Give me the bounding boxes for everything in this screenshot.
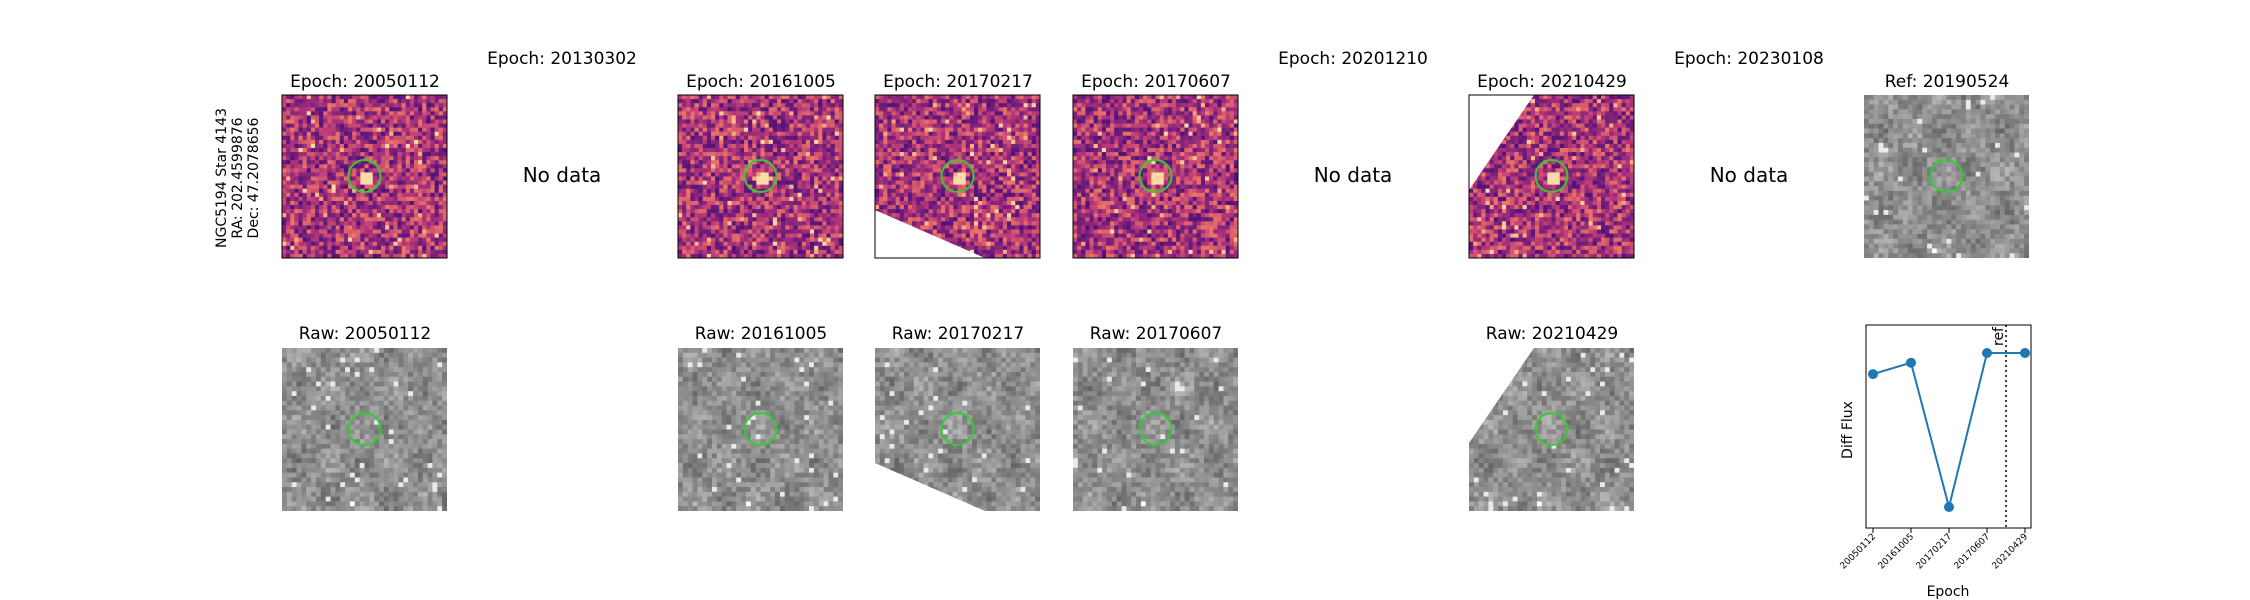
diff-image xyxy=(874,94,1041,259)
panel-title: Ref: 20190524 xyxy=(1885,72,2010,92)
target-name: NGC5194 Star 4143 xyxy=(214,108,230,248)
panel-title: Epoch: 20161005 xyxy=(686,72,836,92)
panel-title: Raw: 20050112 xyxy=(299,324,432,344)
panel-title: Epoch: 20170607 xyxy=(1081,72,1231,92)
target-circle xyxy=(1929,159,1964,193)
x-axis-label: Epoch xyxy=(1927,584,1970,600)
raw-image xyxy=(1073,348,1238,511)
light-curve-chart: 2005011220161005201702172017060720210429… xyxy=(1839,324,2032,600)
x-tick-label: 20050112 xyxy=(1839,532,1878,571)
raw-image xyxy=(1469,348,1634,511)
target-circle xyxy=(940,412,975,446)
x-tick-label: 20161005 xyxy=(1877,532,1916,571)
ref-label: ref xyxy=(1991,326,2007,346)
series-points xyxy=(1868,348,2030,512)
target-circle xyxy=(1534,159,1569,193)
ref-marker: ref xyxy=(1991,325,2007,528)
target-circle xyxy=(1534,412,1569,446)
target-circle xyxy=(940,159,975,193)
target-ra: RA: 202.4599876 xyxy=(230,117,246,238)
x-tick-label: 20170607 xyxy=(1953,532,1992,571)
data-point xyxy=(2020,348,2030,358)
no-data-text: No data xyxy=(1710,163,1789,187)
image-frame xyxy=(1468,94,1635,259)
image-frame xyxy=(1072,94,1239,259)
panel-title: Raw: 20170217 xyxy=(892,324,1025,344)
panel-title: Epoch: 20210429 xyxy=(1477,72,1627,92)
raw-image-row: Raw: 20050112 Raw: 20161005 Raw: 20170217 R… xyxy=(282,324,1634,511)
target-circle xyxy=(347,412,382,446)
panel-title: Epoch: 20170217 xyxy=(883,72,1033,92)
target-circle xyxy=(743,159,778,193)
diff-image xyxy=(1072,94,1239,259)
panel-title: Raw: 20161005 xyxy=(695,324,828,344)
target-dec: Dec: 47.2078656 xyxy=(246,117,262,238)
data-point xyxy=(1982,348,1992,358)
image-frame xyxy=(677,94,844,259)
data-point xyxy=(1868,369,1878,380)
raw-image xyxy=(678,348,843,511)
panel-title: Raw: 20210429 xyxy=(1486,324,1619,344)
diff-image xyxy=(1864,95,2029,258)
diff-image xyxy=(1468,94,1635,259)
data-point xyxy=(1906,357,1916,368)
raw-image xyxy=(282,348,447,511)
series-line xyxy=(1872,352,2025,508)
panel-title: Epoch: 20201210 xyxy=(1278,49,1428,69)
panel-title: Raw: 20170607 xyxy=(1090,324,1223,344)
target-circle xyxy=(743,412,778,446)
x-tick-label: 20210429 xyxy=(1991,532,2031,572)
target-label: NGC5194 Star 4143 RA: 202.4599876 Dec: 4… xyxy=(214,108,262,248)
difference-image-row: Epoch: 20050112 Epoch: 20130302 No data Epo… xyxy=(281,49,2029,259)
no-data-text: No data xyxy=(1314,163,1393,187)
x-tick-label: 20170217 xyxy=(1915,532,1954,571)
panel-title: Epoch: 20230108 xyxy=(1674,49,1824,69)
panel-title: Epoch: 20130302 xyxy=(487,49,637,69)
no-data-text: No data xyxy=(523,163,602,187)
target-circle xyxy=(1138,159,1173,193)
diff-image xyxy=(677,94,844,259)
data-point xyxy=(1944,502,1954,512)
y-axis-label: Diff Flux xyxy=(1840,401,1856,459)
target-circle xyxy=(1138,412,1173,446)
panel-title: Epoch: 20050112 xyxy=(290,72,440,92)
target-circle xyxy=(347,159,382,193)
image-frame xyxy=(874,94,1041,259)
raw-image xyxy=(875,348,1040,511)
diff-image xyxy=(281,94,448,259)
image-frame xyxy=(281,94,448,259)
